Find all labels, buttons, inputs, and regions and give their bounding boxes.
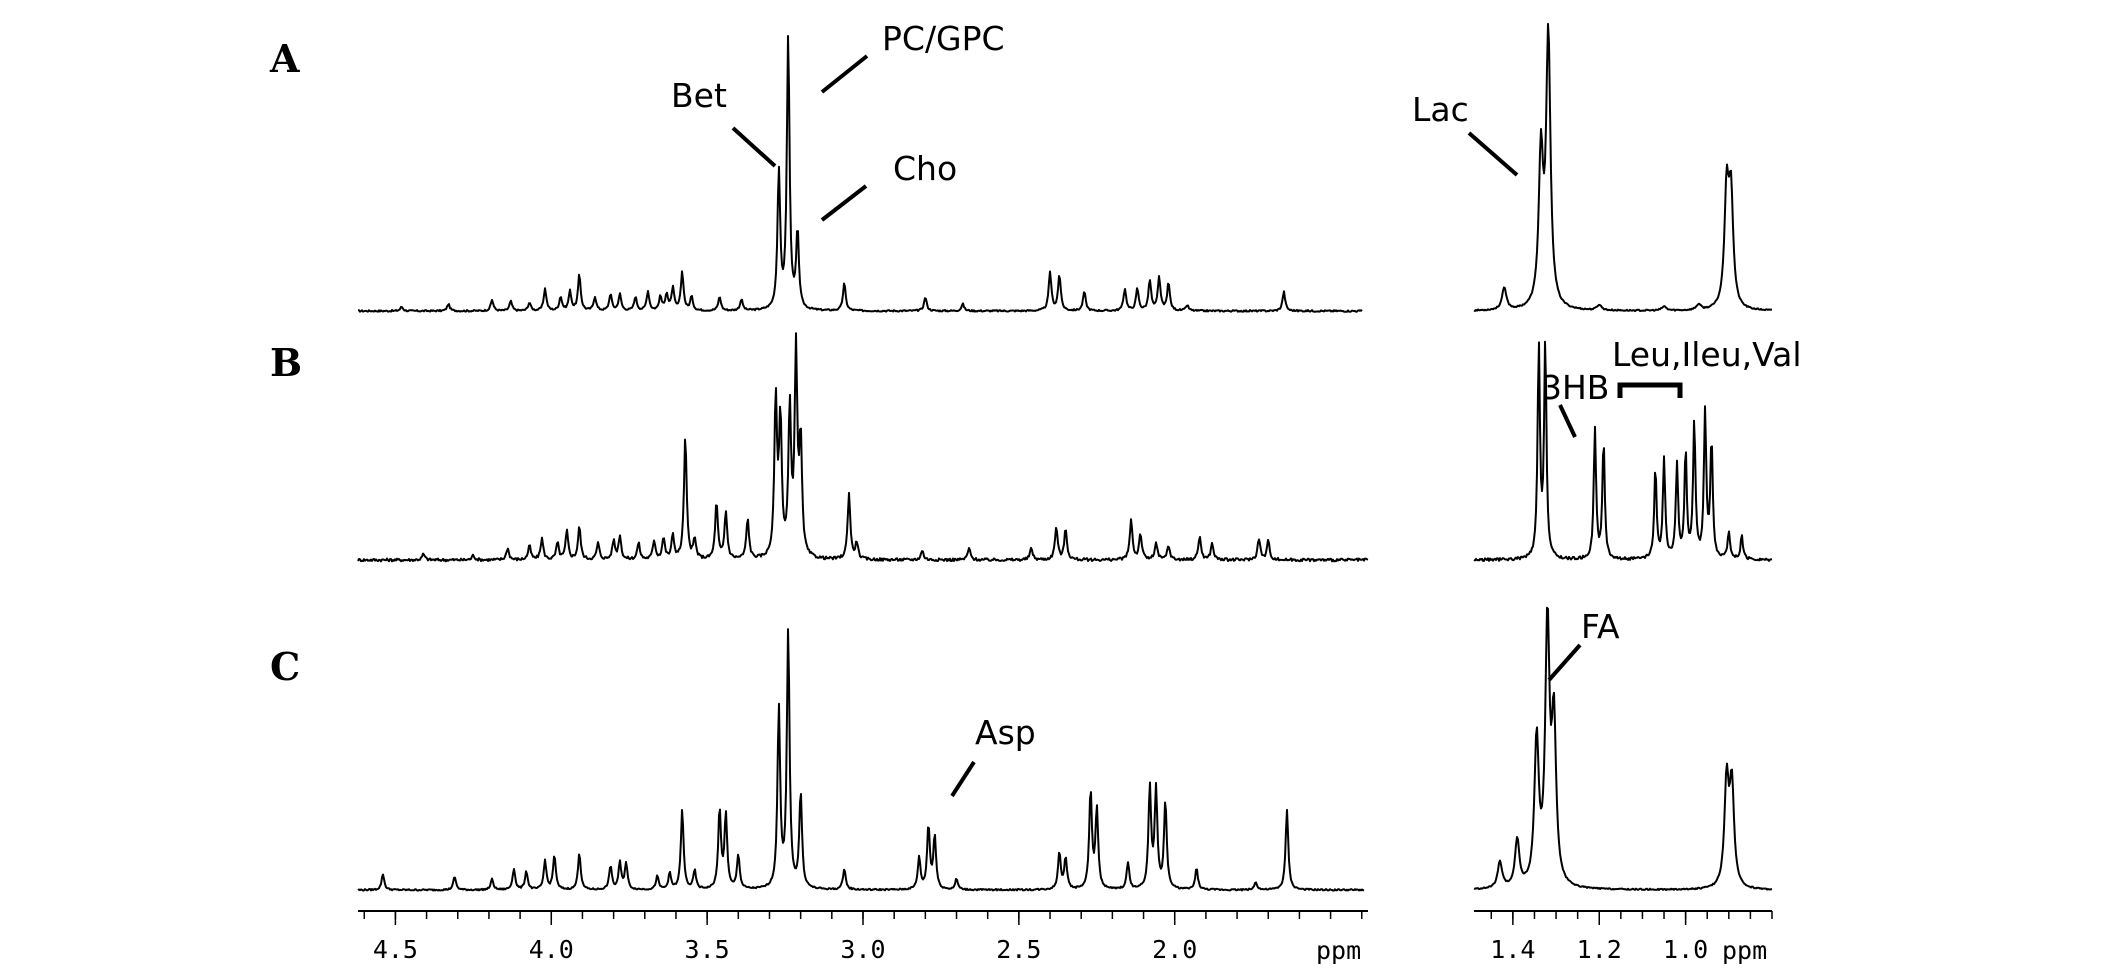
tick-label: 4.0 [529, 935, 574, 964]
ppm-axis-left-unit: ppm [1316, 936, 1361, 965]
asp-pointer [950, 760, 976, 798]
cho-label: Cho [893, 149, 957, 188]
tick-label: 1.2 [1577, 935, 1622, 964]
bet-label: Bet [671, 76, 727, 115]
lac-label: Lac [1412, 90, 1469, 129]
3hb-label: 3HB [1541, 368, 1609, 407]
lac-pointer [1467, 131, 1519, 177]
spectrum-a-right [1473, 22, 1772, 313]
panel-label-b: B [270, 340, 302, 385]
tick-label: 1.4 [1490, 935, 1535, 964]
fa-pointer [1547, 643, 1582, 682]
3hb-pointer [1558, 404, 1577, 438]
cho-pointer [820, 184, 868, 222]
leu-ileu-val-label: Leu,Ileu,Val [1612, 335, 1802, 374]
tick-label: 2.5 [996, 935, 1041, 964]
leu-ileu-val-bracket [1617, 382, 1683, 398]
pc-gpc-label: PC/GPC [882, 19, 1005, 58]
spectrum-traces [357, 22, 1773, 892]
tick-label: 1.0 [1663, 935, 1708, 964]
spectrum-a-left [358, 35, 1363, 313]
pc-gpc-pointer [820, 54, 869, 94]
tick-label: 3.5 [685, 935, 730, 964]
panel-label-c: C [270, 644, 300, 689]
spectrum-b-left [357, 332, 1369, 563]
ppm-axis-right-unit: ppm [1722, 936, 1767, 965]
peak-annotations: Bet PC/GPC Cho Lac 3HB Leu,Ileu,Val Asp … [671, 19, 1802, 798]
panel-label-a: A [269, 36, 300, 81]
spectrum-c-left [357, 628, 1365, 892]
asp-label: Asp [975, 713, 1036, 752]
tick-label: 2.0 [1152, 935, 1197, 964]
ppm-axis-right: ppm 1.4 1.2 1.0 [1474, 910, 1773, 965]
ppm-axis-left: ppm 4.5 4.0 3.5 3.0 2.5 2.0 [358, 910, 1368, 965]
tick-label: 4.5 [373, 935, 418, 964]
spectrum-c-right [1473, 606, 1772, 891]
tick-label: 3.0 [840, 935, 885, 964]
bet-pointer [731, 126, 777, 168]
fa-label: FA [1581, 607, 1620, 646]
spectrum-b-right [1473, 340, 1773, 562]
